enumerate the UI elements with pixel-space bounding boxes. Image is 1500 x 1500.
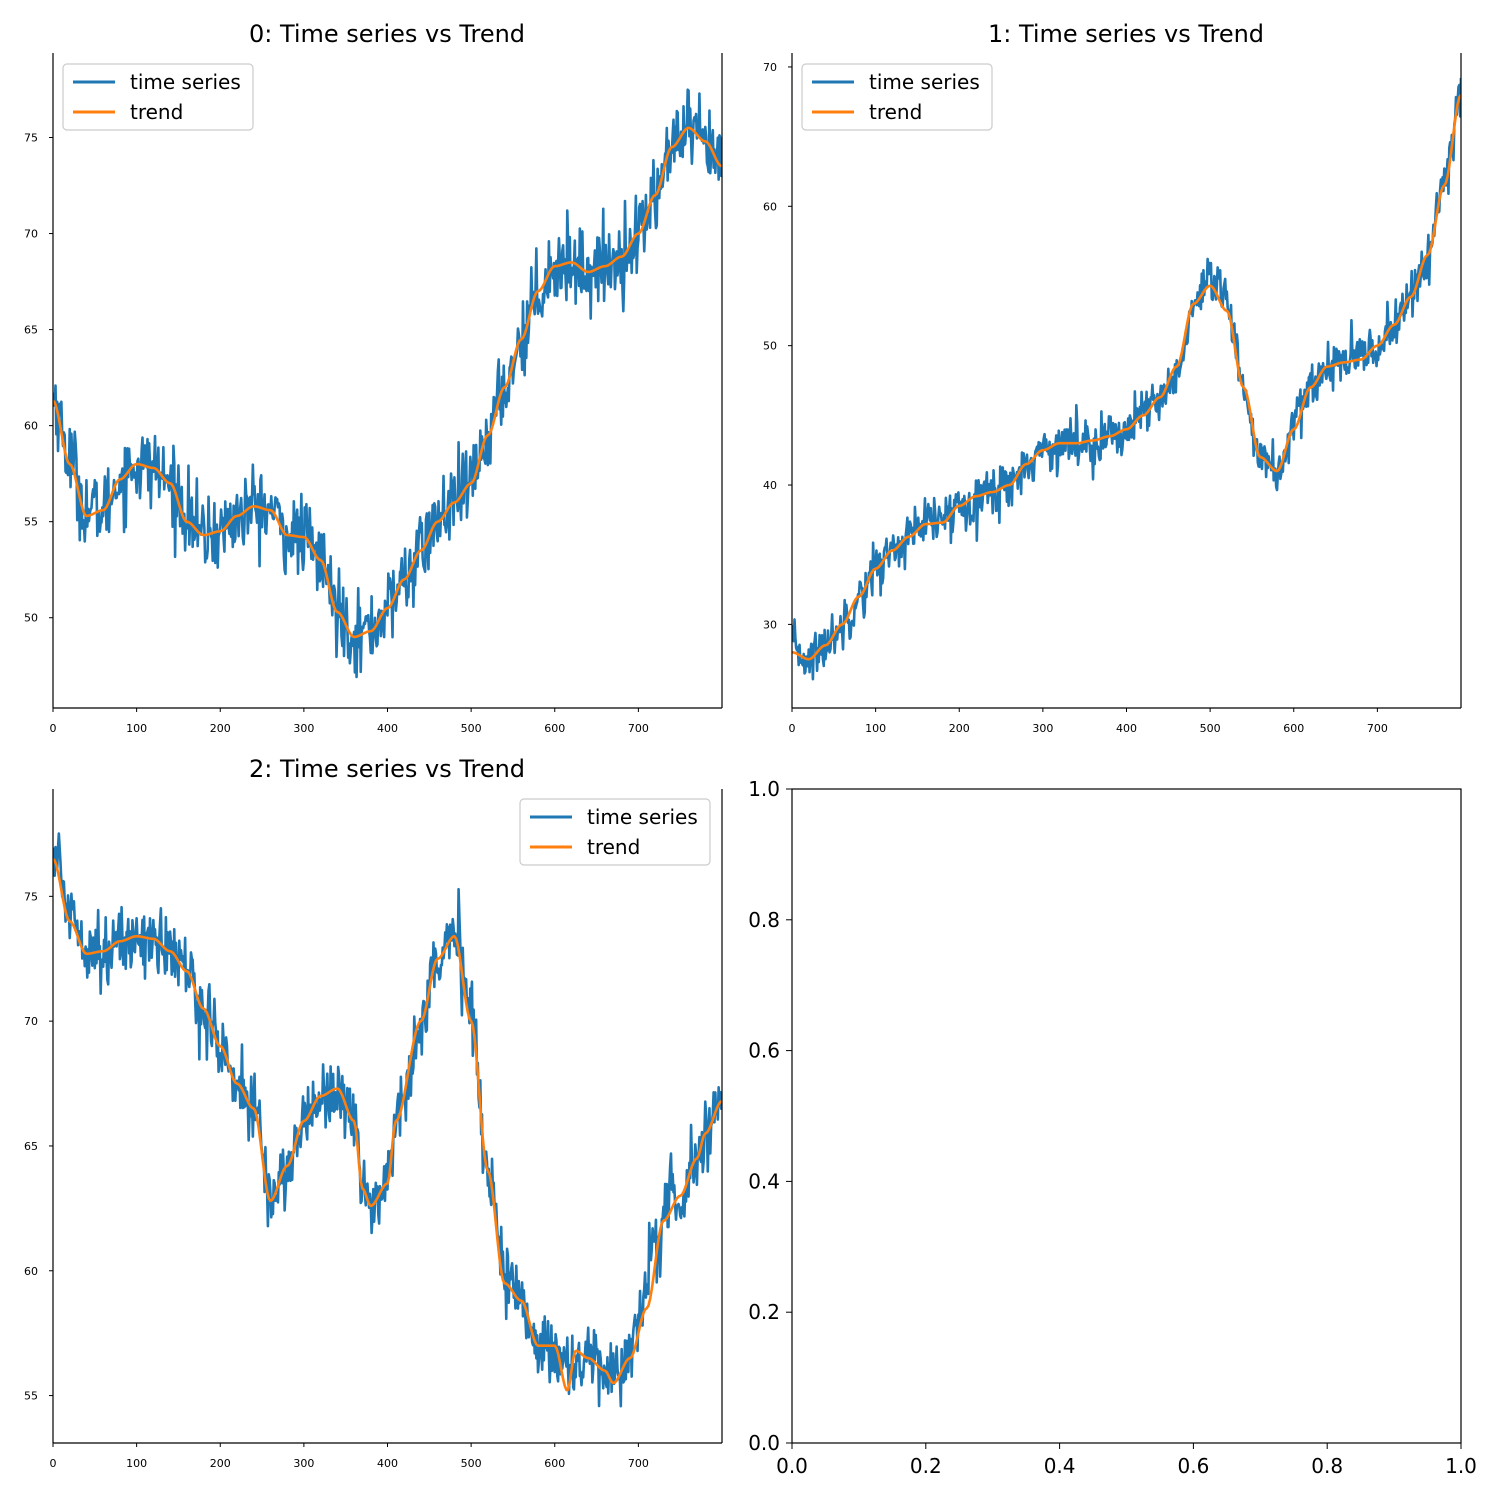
subplot-0-x-ticks: 0 100 200 300 400 500 600 700 [50, 708, 649, 735]
x-tick-label: 1.0 [1445, 1454, 1477, 1478]
subplot-2-x-ticks: 0 100 200 300 400 500 600 700 [50, 1443, 649, 1470]
trend-line [53, 857, 722, 1392]
subplot-1-legend: time series trend [801, 63, 993, 131]
subplot-2-legend-label-trend: trend [587, 835, 640, 859]
y-tick-label: 0.0 [748, 1431, 780, 1455]
x-tick-label: 500 [461, 722, 482, 735]
x-tick-label: 200 [210, 722, 231, 735]
subplot-1: 1: Time series vs Trend 0 100 200 300 400 500… [763, 20, 1462, 735]
x-tick-label: 100 [126, 722, 147, 735]
x-tick-label: 0 [789, 722, 796, 735]
y-tick-label: 60 [24, 420, 38, 433]
x-tick-label: 600 [544, 722, 565, 735]
subplot-2-legend-label-series: time series [587, 805, 698, 829]
x-tick-label: 400 [377, 722, 398, 735]
subplot-3-y-ticks: 0.0 0.2 0.4 0.6 0.8 1.0 [748, 777, 792, 1455]
x-tick-label: 700 [628, 1457, 649, 1470]
y-tick-label: 50 [24, 612, 38, 625]
subplot-0-legend-label-series: time series [130, 70, 241, 94]
y-tick-label: 55 [24, 1390, 38, 1403]
y-tick-label: 0.6 [748, 1039, 780, 1063]
subplot-2-plot-area [53, 832, 722, 1408]
subplot-0-legend-label-trend: trend [130, 100, 183, 124]
x-tick-label: 0.0 [776, 1454, 808, 1478]
y-tick-label: 40 [763, 479, 777, 492]
x-tick-label: 0 [50, 722, 57, 735]
y-tick-label: 65 [24, 324, 38, 337]
subplot-2-y-ticks: 55 60 65 70 75 [24, 890, 53, 1403]
y-tick-label: 1.0 [748, 777, 780, 801]
y-tick-label: 30 [763, 618, 777, 631]
y-tick-label: 60 [24, 1265, 38, 1278]
time-series-line [53, 88, 722, 679]
subplot-1-plot-area [792, 77, 1461, 681]
subplot-2: 2: Time series vs Trend 0 100 200 300 400 500… [24, 755, 723, 1470]
subplot-2-title: 2: Time series vs Trend [249, 755, 525, 783]
y-tick-label: 55 [24, 516, 38, 529]
x-tick-label: 0.6 [1177, 1454, 1209, 1478]
y-tick-label: 70 [24, 228, 38, 241]
y-tick-label: 75 [24, 890, 38, 903]
subplot-3: 0.0 0.2 0.4 0.6 0.8 1.0 0.0 0.2 0.4 0.6 0.8 1.0 [748, 777, 1477, 1478]
time-series-line [792, 77, 1461, 681]
x-tick-label: 600 [1283, 722, 1304, 735]
x-tick-label: 0.8 [1311, 1454, 1343, 1478]
subplot-1-legend-label-trend: trend [869, 100, 922, 124]
subplot-0: 0: Time series vs Trend 0 100 200 300 400 500… [24, 20, 723, 735]
x-tick-label: 300 [1032, 722, 1053, 735]
y-tick-label: 0.2 [748, 1300, 780, 1324]
subplot-1-legend-label-series: time series [869, 70, 980, 94]
x-tick-label: 0 [50, 1457, 57, 1470]
x-tick-label: 200 [210, 1457, 231, 1470]
subplot-0-title: 0: Time series vs Trend [249, 20, 525, 48]
y-tick-label: 75 [24, 132, 38, 145]
x-tick-label: 200 [949, 722, 970, 735]
y-tick-label: 70 [24, 1015, 38, 1028]
subplot-0-legend: time series trend [62, 63, 254, 131]
subplot-0-plot-area [53, 88, 722, 679]
x-tick-label: 400 [377, 1457, 398, 1470]
trend-line [53, 126, 722, 639]
x-tick-label: 600 [544, 1457, 565, 1470]
x-tick-label: 400 [1116, 722, 1137, 735]
x-tick-label: 300 [293, 1457, 314, 1470]
subplot-1-x-ticks: 0 100 200 300 400 500 600 700 [789, 708, 1388, 735]
x-tick-label: 500 [1200, 722, 1221, 735]
subplot-2-legend: time series trend [519, 798, 711, 866]
x-tick-label: 500 [461, 1457, 482, 1470]
x-tick-label: 700 [628, 722, 649, 735]
subplot-1-y-ticks: 30 40 50 60 70 [763, 61, 792, 631]
y-tick-label: 0.4 [748, 1169, 780, 1193]
y-tick-label: 65 [24, 1140, 38, 1153]
subplot-0-y-ticks: 50 55 60 65 70 75 [24, 132, 53, 625]
subplot-1-title: 1: Time series vs Trend [988, 20, 1264, 48]
subplot-3-x-ticks: 0.0 0.2 0.4 0.6 0.8 1.0 [776, 1443, 1477, 1478]
y-tick-label: 50 [763, 340, 777, 353]
x-tick-label: 300 [293, 722, 314, 735]
x-tick-label: 0.4 [1044, 1454, 1076, 1478]
time-series-line [53, 832, 722, 1408]
x-tick-label: 0.2 [910, 1454, 942, 1478]
x-tick-label: 100 [865, 722, 886, 735]
y-tick-label: 0.8 [748, 908, 780, 932]
trend-line [792, 94, 1461, 661]
subplot-3-frame [791, 788, 1462, 1444]
x-tick-label: 700 [1367, 722, 1388, 735]
y-tick-label: 70 [763, 61, 777, 74]
y-tick-label: 60 [763, 200, 777, 213]
x-tick-label: 100 [126, 1457, 147, 1470]
